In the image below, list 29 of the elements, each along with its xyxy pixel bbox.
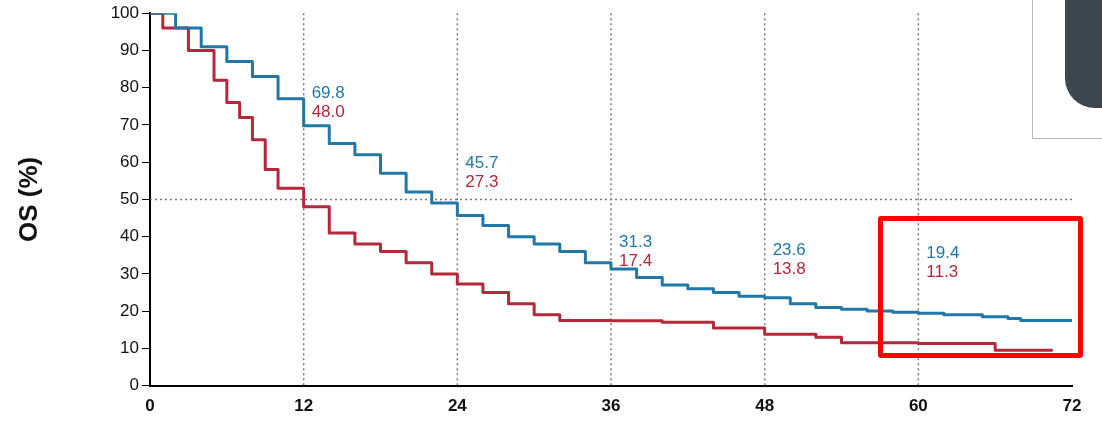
x-tick-label: 48: [755, 396, 775, 416]
x-tick-label: 72: [1062, 396, 1082, 416]
y-tick-label: 0: [129, 375, 139, 395]
y-tick-label: 10: [120, 338, 139, 358]
y-tick-label: 60: [120, 151, 139, 171]
annotation: 13.8: [772, 258, 806, 278]
annotation: 23.6: [772, 239, 806, 259]
annotation: 11.3: [926, 261, 959, 281]
annotation: 17.4: [619, 250, 653, 270]
annotation: 27.3: [465, 171, 499, 191]
y-tick-label: 70: [120, 114, 139, 134]
y-tick-label: 80: [120, 77, 139, 97]
y-tick-label: 100: [110, 2, 139, 22]
y-tick-label: 50: [120, 189, 139, 209]
y-tick-label: 90: [120, 40, 139, 60]
y-tick-label: 20: [120, 300, 139, 320]
annotation: 31.3: [619, 231, 653, 251]
y-axis-title: OS (%): [12, 156, 43, 243]
x-tick-label: 12: [294, 396, 314, 416]
x-tick-label: 24: [447, 396, 468, 416]
annotation: 69.8: [311, 82, 345, 102]
x-tick-label: 36: [601, 396, 621, 416]
x-tick-label: 0: [145, 396, 155, 416]
annotation: 45.7: [465, 152, 499, 172]
annotation: 48.0: [311, 101, 345, 121]
y-tick-label: 30: [120, 263, 139, 283]
y-tick-label: 40: [120, 226, 139, 246]
annotation: 19.4: [926, 242, 960, 262]
x-tick-label: 60: [908, 396, 928, 416]
